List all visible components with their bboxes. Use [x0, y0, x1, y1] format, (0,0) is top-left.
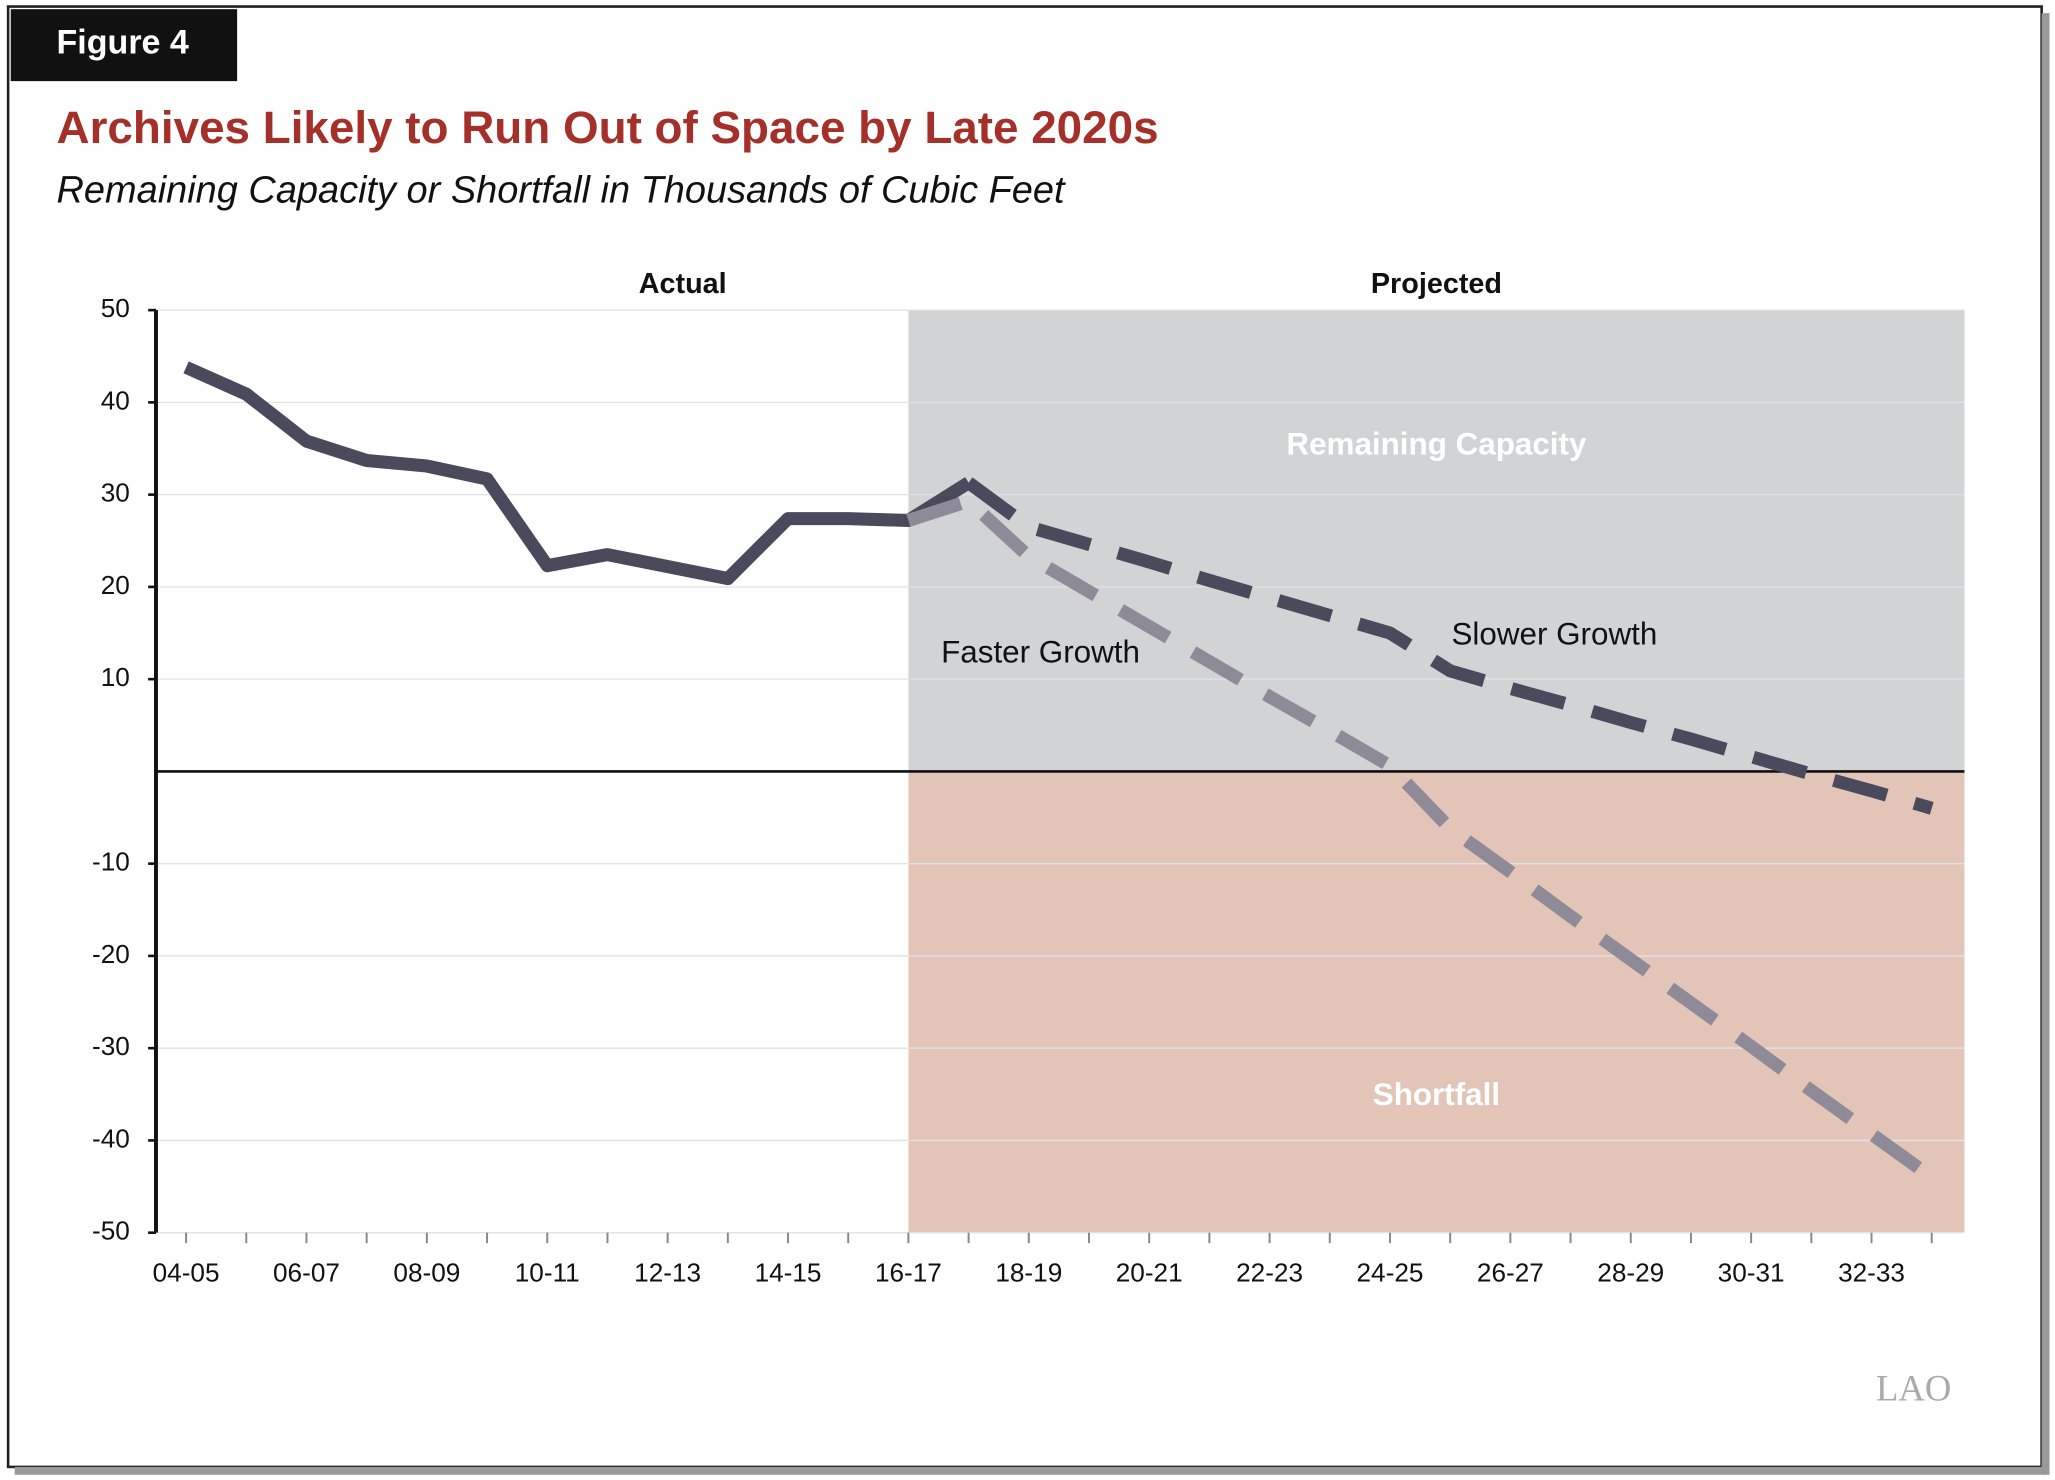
figure-label: Figure 4 — [57, 23, 189, 61]
series-label: Slower Growth — [1451, 616, 1657, 651]
series-line — [183, 361, 973, 586]
x-tick-label: 06-07 — [273, 1257, 340, 1287]
y-tick-label: -10 — [92, 847, 130, 877]
area-label: Remaining Capacity — [1286, 427, 1587, 462]
chart-subtitle: Remaining Capacity or Shortfall in Thous… — [57, 169, 1066, 211]
y-tick-label: 30 — [101, 478, 130, 508]
x-tick-label: 04-05 — [153, 1257, 220, 1287]
y-tick-label: -50 — [92, 1216, 130, 1246]
x-tick-label: 22-23 — [1236, 1257, 1303, 1287]
y-tick-label: -20 — [92, 939, 130, 969]
frame-shadow — [14, 1466, 2046, 1475]
x-tick-label: 26-27 — [1477, 1257, 1544, 1287]
frame-shadow — [2041, 13, 2050, 1475]
y-tick-label: 20 — [101, 570, 130, 600]
figure-label-box — [10, 9, 238, 82]
series-line — [906, 494, 1936, 1183]
series-line — [964, 477, 1934, 815]
x-tick-label: 08-09 — [393, 1257, 460, 1287]
logo: LAO — [1876, 1368, 1951, 1409]
x-tick-label: 28-29 — [1597, 1257, 1664, 1287]
x-tick-label: 32-33 — [1838, 1257, 1905, 1287]
y-tick-label: 50 — [101, 293, 130, 323]
region-label: Actual — [639, 268, 727, 300]
y-tick-label: -30 — [92, 1031, 130, 1061]
region-label: Projected — [1371, 268, 1502, 300]
x-tick-label: 16-17 — [875, 1257, 942, 1287]
x-tick-label: 12-13 — [634, 1257, 701, 1287]
x-tick-label: 24-25 — [1357, 1257, 1424, 1287]
x-tick-label: 18-19 — [995, 1257, 1062, 1287]
series-label: Faster Growth — [941, 635, 1140, 670]
y-tick-label: 40 — [101, 385, 130, 415]
x-tick-label: 20-21 — [1116, 1257, 1183, 1287]
y-tick-label: -40 — [92, 1123, 130, 1153]
x-tick-label: 30-31 — [1718, 1257, 1785, 1287]
area-label: Shortfall — [1373, 1077, 1500, 1112]
shortfall-region — [908, 771, 1965, 1233]
y-tick-label: 10 — [101, 662, 130, 692]
x-tick-label: 10-11 — [515, 1257, 580, 1287]
chart-title: Archives Likely to Run Out of Space by L… — [57, 102, 1159, 153]
x-tick-label: 14-15 — [755, 1257, 822, 1287]
